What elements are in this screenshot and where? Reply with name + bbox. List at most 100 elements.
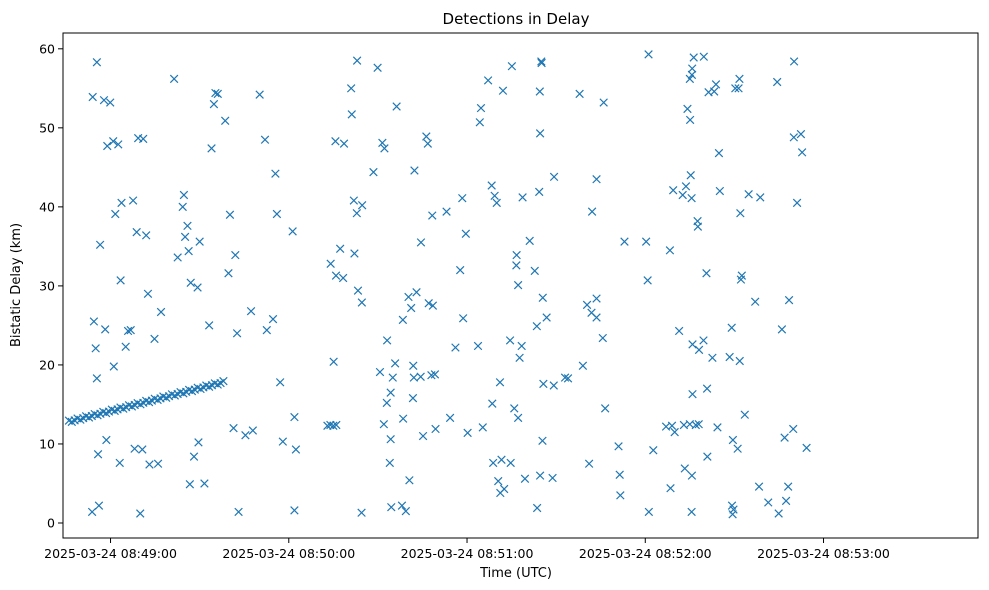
data-point bbox=[693, 216, 702, 226]
data-point bbox=[777, 325, 787, 334]
data-point bbox=[592, 313, 601, 322]
data-point bbox=[220, 116, 230, 125]
data-point bbox=[641, 237, 651, 246]
data-point bbox=[428, 211, 437, 220]
data-point bbox=[92, 374, 102, 383]
data-point bbox=[387, 502, 396, 512]
data-point bbox=[537, 57, 546, 66]
data-point bbox=[398, 315, 408, 325]
data-point bbox=[108, 137, 118, 146]
data-point bbox=[670, 427, 679, 437]
data-point bbox=[326, 259, 335, 268]
data-point bbox=[138, 445, 147, 454]
data-point bbox=[375, 367, 385, 377]
data-point bbox=[180, 232, 190, 242]
data-point bbox=[382, 398, 392, 408]
data-point bbox=[352, 208, 362, 218]
data-point bbox=[323, 421, 332, 431]
data-point bbox=[789, 133, 799, 142]
data-point bbox=[126, 325, 135, 335]
data-point bbox=[123, 326, 133, 336]
data-point bbox=[401, 506, 411, 516]
data-point bbox=[592, 294, 601, 303]
data-point bbox=[535, 129, 545, 138]
y-tick-label: 20 bbox=[39, 357, 55, 372]
data-point bbox=[94, 501, 104, 510]
data-point bbox=[532, 503, 542, 513]
data-point bbox=[733, 444, 742, 453]
data-point bbox=[353, 286, 363, 295]
data-point bbox=[87, 507, 97, 517]
data-point bbox=[714, 148, 724, 158]
data-point bbox=[458, 314, 468, 323]
data-point bbox=[666, 483, 675, 493]
data-point bbox=[674, 326, 684, 336]
data-point bbox=[517, 341, 526, 351]
data-point bbox=[734, 84, 743, 93]
data-point bbox=[530, 266, 539, 276]
data-point bbox=[380, 144, 389, 153]
data-point bbox=[703, 452, 712, 461]
x-tick-label: 2025-03-24 08:49:00 bbox=[44, 546, 177, 561]
data-point bbox=[275, 378, 285, 387]
data-point bbox=[495, 378, 505, 387]
data-point bbox=[397, 501, 407, 510]
data-point bbox=[735, 74, 744, 84]
data-point bbox=[445, 413, 455, 423]
data-point bbox=[599, 98, 608, 107]
data-point bbox=[643, 276, 652, 285]
data-point bbox=[418, 431, 428, 441]
data-point bbox=[388, 373, 397, 382]
data-point bbox=[678, 190, 687, 200]
y-tick-label: 0 bbox=[47, 515, 55, 530]
data-point bbox=[451, 343, 460, 352]
data-point bbox=[455, 265, 465, 275]
y-tick-label: 10 bbox=[39, 436, 55, 451]
data-point bbox=[95, 240, 105, 250]
data-point bbox=[173, 253, 182, 262]
data-point bbox=[483, 76, 493, 85]
data-point bbox=[209, 99, 219, 109]
data-point bbox=[291, 445, 301, 454]
data-point bbox=[130, 444, 139, 453]
data-point bbox=[183, 221, 192, 231]
data-point bbox=[406, 303, 416, 313]
data-point bbox=[329, 357, 338, 366]
data-point bbox=[681, 182, 691, 191]
data-point bbox=[213, 89, 223, 99]
data-point bbox=[369, 167, 378, 177]
data-point bbox=[614, 442, 623, 451]
data-point bbox=[153, 459, 163, 468]
data-point bbox=[616, 491, 625, 500]
data-point bbox=[792, 198, 802, 208]
data-point bbox=[114, 140, 123, 149]
data-point bbox=[88, 92, 97, 102]
data-point bbox=[338, 273, 348, 283]
data-point bbox=[143, 289, 153, 299]
data-point bbox=[408, 393, 418, 403]
data-point bbox=[756, 193, 765, 202]
data-point bbox=[138, 134, 148, 144]
data-point bbox=[335, 244, 345, 253]
data-point bbox=[493, 476, 503, 486]
data-point bbox=[744, 189, 753, 199]
data-point bbox=[409, 361, 418, 370]
data-point bbox=[736, 208, 745, 218]
data-point bbox=[592, 174, 601, 184]
data-point bbox=[115, 458, 124, 468]
data-point bbox=[290, 506, 299, 515]
data-point bbox=[106, 98, 115, 107]
data-point bbox=[186, 278, 195, 287]
data-point bbox=[563, 374, 573, 383]
data-point bbox=[515, 353, 524, 363]
data-point bbox=[488, 458, 498, 468]
data-point bbox=[349, 196, 359, 205]
data-point bbox=[685, 115, 695, 125]
data-point bbox=[405, 476, 414, 485]
data-point bbox=[539, 379, 548, 389]
data-point bbox=[346, 84, 356, 93]
data-point bbox=[534, 187, 544, 197]
data-point bbox=[788, 424, 798, 434]
data-point bbox=[620, 237, 629, 246]
data-point bbox=[200, 479, 209, 488]
